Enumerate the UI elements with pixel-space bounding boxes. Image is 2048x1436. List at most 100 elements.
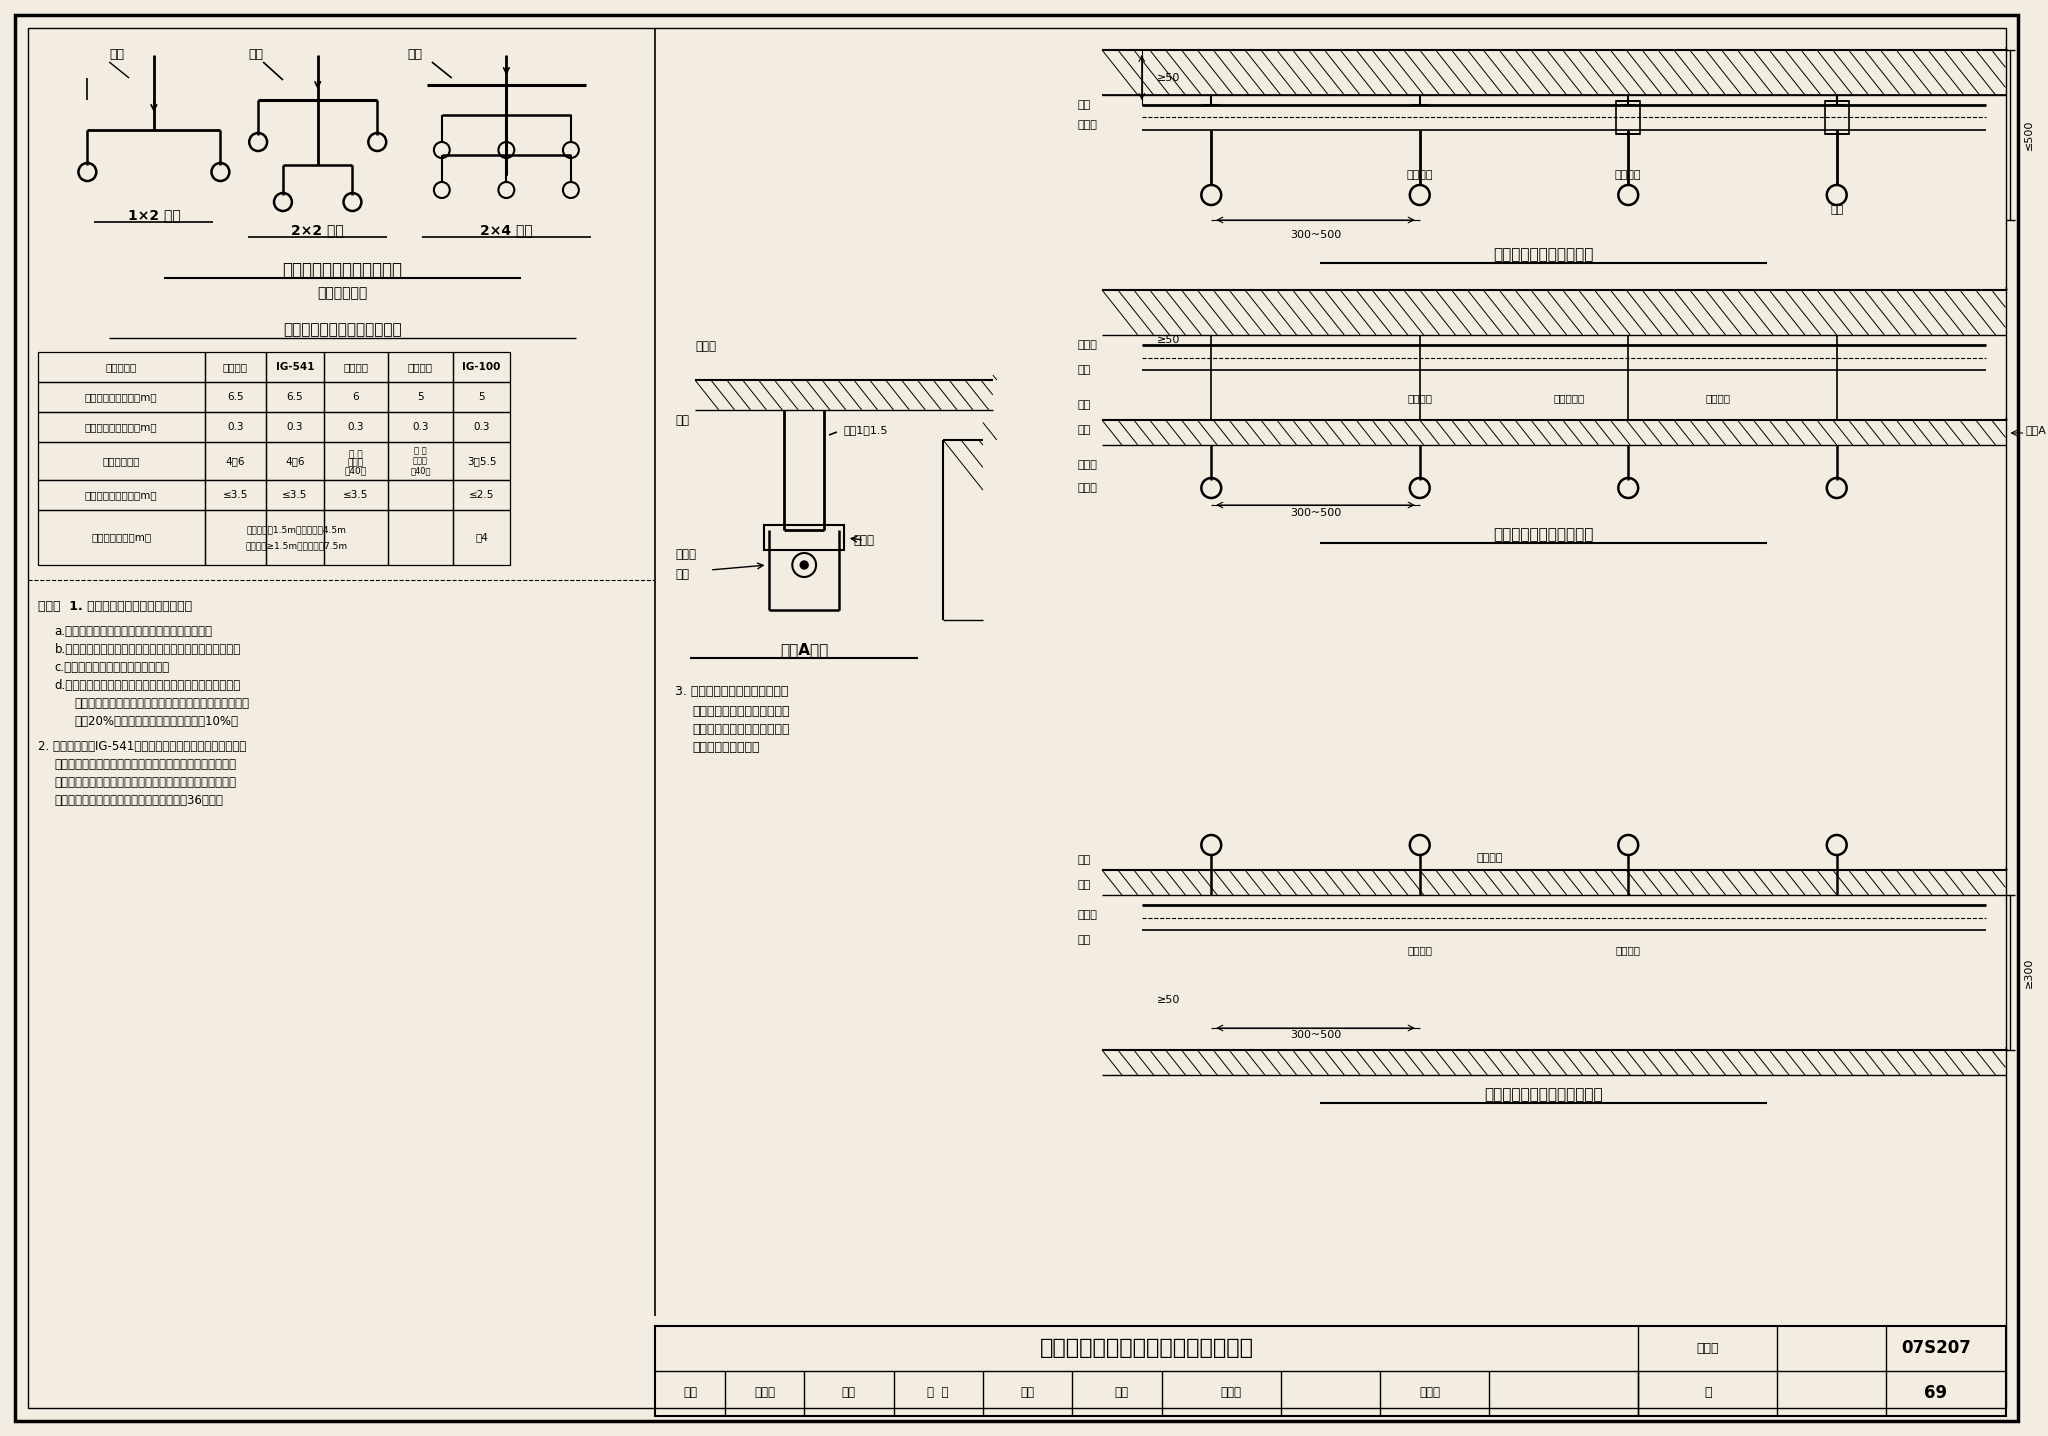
Text: 4～6: 4～6 — [225, 457, 246, 467]
Text: 0.3: 0.3 — [287, 422, 303, 432]
Text: 页: 页 — [1704, 1387, 1712, 1400]
Text: 分流三通: 分流三通 — [1706, 393, 1731, 404]
Text: 6.5: 6.5 — [287, 392, 303, 402]
Circle shape — [801, 561, 809, 569]
Bar — [205, 412, 266, 442]
Bar — [655, 1325, 2005, 1416]
Text: 300~500: 300~500 — [1290, 508, 1341, 518]
Text: 安装高度＜1.5m时不宜大于4.5m: 安装高度＜1.5m时不宜大于4.5m — [246, 526, 346, 534]
Text: 300~500: 300~500 — [1290, 230, 1341, 240]
Text: 分流三通: 分流三通 — [1616, 169, 1642, 180]
Bar — [1616, 101, 1640, 134]
Bar — [324, 442, 389, 480]
Text: 喷嘴: 喷嘴 — [1077, 880, 1090, 890]
Text: 吊顶: 吊顶 — [1077, 425, 1090, 435]
Text: 喷嘴布置间距: 喷嘴布置间距 — [102, 457, 139, 467]
Text: 一致（带二次减压孔板的喷嘴详见本图集第36页）。: 一致（带二次减压孔板的喷嘴详见本图集第36页）。 — [55, 794, 223, 807]
Text: 6: 6 — [352, 392, 358, 402]
Text: d.每个喷嘴的设计流量应相等，管网第一分流点至各喷嘴的: d.每个喷嘴的设计流量应相等，管网第一分流点至各喷嘴的 — [55, 679, 242, 692]
Text: 1×2 布置: 1×2 布置 — [127, 208, 180, 223]
Text: 喷嘴至墙面的距离（m）: 喷嘴至墙面的距离（m） — [84, 490, 158, 500]
Text: 3～5.5: 3～5.5 — [467, 457, 496, 467]
Text: 5: 5 — [418, 392, 424, 402]
Text: 大于20%，三氟甲烷灭火系统不应大于10%。: 大于20%，三氟甲烷灭火系统不应大于10%。 — [74, 715, 238, 728]
Text: 0.3: 0.3 — [473, 422, 489, 432]
Text: 架空地板: 架空地板 — [1477, 853, 1503, 863]
Text: 防护区无吊顶喷嘴安装图: 防护区无吊顶喷嘴安装图 — [1493, 247, 1593, 263]
Text: 灭火剂种类: 灭火剂种类 — [106, 362, 137, 372]
Text: 设计: 设计 — [1114, 1387, 1128, 1400]
Text: 二氧化碳: 二氧化碳 — [408, 362, 432, 372]
Bar — [389, 352, 453, 382]
Text: ≤500: ≤500 — [2023, 119, 2034, 151]
Bar — [1825, 101, 1849, 134]
Text: 喷嘴: 喷嘴 — [676, 569, 688, 582]
Text: 69: 69 — [1925, 1384, 1948, 1402]
Text: 喷嘴: 喷嘴 — [1077, 854, 1090, 864]
Text: ＜4: ＜4 — [475, 533, 487, 543]
Text: 5: 5 — [479, 392, 485, 402]
Bar — [266, 352, 324, 382]
Text: 喷嘴: 喷嘴 — [1831, 205, 1843, 215]
Text: 审核: 审核 — [684, 1387, 696, 1400]
Bar — [389, 480, 453, 510]
Bar — [453, 412, 510, 442]
Text: 6.5: 6.5 — [227, 392, 244, 402]
Text: 固定支架: 固定支架 — [1407, 169, 1434, 180]
Text: 集污管: 集污管 — [1077, 910, 1098, 920]
Text: 开孔部位剩余空隙。: 开孔部位剩余空隙。 — [692, 741, 760, 754]
Text: 0.3: 0.3 — [348, 422, 365, 432]
Bar — [453, 480, 510, 510]
Bar — [37, 412, 205, 442]
Text: 第40页: 第40页 — [410, 467, 430, 475]
Text: ≥50: ≥50 — [1157, 335, 1180, 345]
Bar — [266, 382, 324, 412]
Text: 说明：  1. 防护区均衡管网设计注意事项：: 说明： 1. 防护区均衡管网设计注意事项： — [37, 600, 193, 613]
Text: 七氟丙烷: 七氟丙烷 — [223, 362, 248, 372]
Text: 图集号: 图集号 — [1696, 1341, 1718, 1354]
Text: 第40页: 第40页 — [344, 467, 367, 475]
Text: 详 见: 详 见 — [414, 447, 426, 455]
Text: 固定支架: 固定支架 — [1407, 945, 1432, 955]
Text: 4～6: 4～6 — [285, 457, 305, 467]
Bar — [324, 352, 389, 382]
Bar — [37, 510, 205, 564]
Bar — [324, 480, 389, 510]
Text: 2×4 布置: 2×4 布置 — [479, 223, 532, 237]
Bar — [266, 480, 324, 510]
Text: ≥300: ≥300 — [2023, 958, 2034, 988]
Bar — [324, 382, 389, 412]
Text: 三氟甲烷: 三氟甲烷 — [344, 362, 369, 372]
Bar — [453, 352, 510, 382]
Text: ≤3.5: ≤3.5 — [223, 490, 248, 500]
Text: 全淹没系统喷嘴布置示意图: 全淹没系统喷嘴布置示意图 — [283, 261, 403, 279]
Text: 装饰圈: 装饰圈 — [1077, 460, 1098, 470]
Bar — [389, 382, 453, 412]
Text: 锁紧圈: 锁紧圈 — [854, 534, 874, 547]
Bar — [37, 480, 205, 510]
Text: 校对: 校对 — [842, 1387, 856, 1400]
Text: 管槽: 管槽 — [1077, 935, 1090, 945]
Text: 300~500: 300~500 — [1290, 1030, 1341, 1040]
Text: ≥50: ≥50 — [1157, 73, 1180, 83]
Text: （均衡管网）: （均衡管网） — [317, 286, 369, 300]
Text: 剂进行二次减压，使每个喷嘴的流量、压力及喷射时间保持: 剂进行二次减压，使每个喷嘴的流量、压力及喷射时间保持 — [55, 775, 238, 788]
Text: 管槽: 管槽 — [1077, 365, 1090, 375]
Text: c.分流三通前后的直管段尽可能长；: c.分流三通前后的直管段尽可能长； — [55, 661, 170, 673]
Bar — [205, 510, 266, 564]
Bar — [37, 382, 205, 412]
Bar — [389, 412, 453, 442]
Text: b.分流三通两端支管管径应相同，布置的喷嘴数量应相等；: b.分流三通两端支管管径应相同，布置的喷嘴数量应相等； — [55, 643, 242, 656]
Text: 喷嘴最大保护高度（m）: 喷嘴最大保护高度（m） — [84, 392, 158, 402]
Bar — [205, 442, 266, 480]
Text: 杜  鹏: 杜 鹏 — [928, 1387, 948, 1400]
Text: ≤3.5: ≤3.5 — [283, 490, 307, 500]
Text: 吊顶: 吊顶 — [676, 414, 688, 426]
Text: 全淹没气体灭火系统喷嘴布置与安装: 全淹没气体灭火系统喷嘴布置与安装 — [1040, 1338, 1253, 1358]
Text: ≤3.5: ≤3.5 — [344, 490, 369, 500]
Text: 装饰里: 装饰里 — [1077, 482, 1098, 493]
Text: ≤2.5: ≤2.5 — [469, 490, 494, 500]
Text: 喷嘴: 喷嘴 — [109, 49, 125, 62]
Text: 3. 安装时，喷嘴装饰单应紧贴吊: 3. 安装时，喷嘴装饰单应紧贴吊 — [676, 685, 788, 698]
Text: 本图集: 本图集 — [414, 457, 428, 465]
